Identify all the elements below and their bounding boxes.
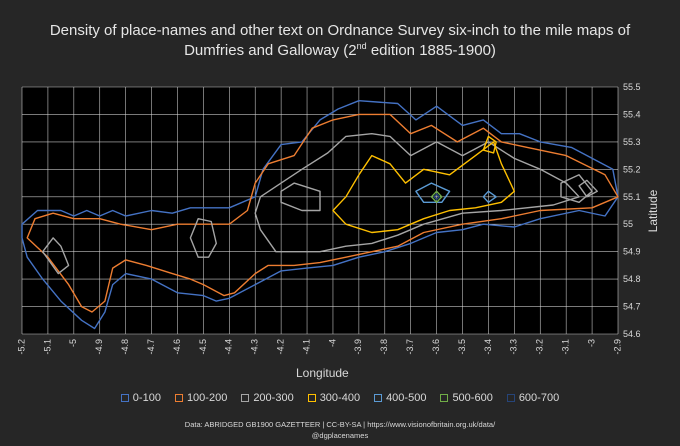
x-tick-label: -3.7 bbox=[405, 339, 415, 355]
contour-200-300 bbox=[578, 179, 598, 198]
contour-100-200 bbox=[26, 113, 619, 313]
contour-0-100 bbox=[21, 99, 619, 330]
x-tick-label: -5.1 bbox=[42, 339, 52, 355]
legend-label: 400-500 bbox=[386, 392, 427, 404]
legend-item: 500-600 bbox=[440, 392, 493, 404]
x-tick-label: -3.8 bbox=[379, 339, 389, 355]
legend-swatch bbox=[440, 394, 449, 402]
contour-600-700 bbox=[433, 193, 440, 201]
x-tick-label: -4.6 bbox=[172, 339, 182, 355]
legend-item: 200-300 bbox=[241, 392, 294, 404]
chart-title-line-1: Density of place-names and other text on… bbox=[49, 22, 631, 39]
x-tick-label: -4.5 bbox=[198, 339, 208, 355]
legend-label: 500-600 bbox=[452, 392, 493, 404]
x-tick-label: -4.8 bbox=[120, 339, 130, 355]
legend-swatch bbox=[307, 394, 316, 402]
legend-label: 100-200 bbox=[186, 392, 228, 404]
contour-200-300 bbox=[254, 132, 580, 253]
x-tick-label: -4.2 bbox=[276, 339, 286, 355]
x-tick-label: -3.3 bbox=[509, 339, 519, 355]
twitter-handle-footer: @dgplacenames bbox=[311, 431, 369, 440]
data-source-footer: Data: ABRIDGED GB1900 GAZETTEER | CC-BY-… bbox=[184, 420, 496, 429]
legend-item: 400-500 bbox=[374, 392, 426, 404]
contour-200-300 bbox=[280, 182, 321, 212]
contour-lines bbox=[21, 99, 619, 330]
legend-item: 600-700 bbox=[506, 392, 560, 404]
legend-item: 100-200 bbox=[174, 392, 228, 404]
x-axis-ticks: -5.2 -5.1 -5 -4.9 -4.8 -4.7 -4.6 -4.5 -4.4 -4.3 -4… bbox=[16, 339, 622, 355]
contour-200-300 bbox=[189, 217, 218, 258]
x-tick-label: -5 bbox=[68, 339, 78, 347]
y-tick-label: 55.5 bbox=[623, 82, 641, 92]
y-tick-label: 54.9 bbox=[623, 247, 641, 257]
legend-swatch bbox=[174, 394, 183, 402]
x-tick-label: -3.5 bbox=[457, 339, 467, 355]
x-tick-label: -3.1 bbox=[561, 339, 571, 355]
y-tick-label: 54.7 bbox=[623, 302, 641, 312]
contour-200-300 bbox=[560, 174, 593, 204]
x-tick-label: -2.9 bbox=[612, 339, 622, 355]
x-tick-label: -4.7 bbox=[146, 339, 156, 355]
y-axis-ticks: 55.5 55.4 55.3 55.2 55.1 55 54.9 54.8 54.7 54.6 bbox=[623, 82, 641, 339]
legend-label: 0-100 bbox=[132, 392, 161, 404]
x-tick-label: -3.4 bbox=[483, 339, 493, 355]
legend-item: 300-400 bbox=[307, 392, 361, 404]
y-tick-label: 55.3 bbox=[623, 137, 641, 147]
legend-swatch bbox=[120, 394, 129, 402]
legend-label: 600-700 bbox=[518, 392, 560, 404]
y-axis-label: Latitude bbox=[646, 189, 660, 232]
legend-label: 200-300 bbox=[253, 392, 294, 404]
y-tick-label: 55.4 bbox=[623, 109, 641, 119]
x-tick-label: -3 bbox=[586, 339, 596, 347]
y-tick-label: 54.6 bbox=[623, 329, 641, 339]
x-tick-label: -4.4 bbox=[224, 339, 234, 355]
y-tick-label: 55.1 bbox=[623, 192, 641, 202]
y-tick-label: 55.2 bbox=[623, 164, 641, 174]
legend-label: 300-400 bbox=[319, 392, 361, 404]
legend: 0-100 100-200 200-300 300-400 400-500 500-600… bbox=[0, 392, 680, 404]
x-tick-label: -3.6 bbox=[431, 339, 441, 355]
contour-400-500 bbox=[482, 190, 497, 204]
legend-item: 0-100 bbox=[120, 392, 161, 404]
x-tick-label: -4.1 bbox=[301, 339, 311, 355]
contour-300-400 bbox=[332, 141, 515, 234]
legend-swatch bbox=[241, 394, 250, 402]
y-tick-label: 54.8 bbox=[623, 274, 641, 284]
legend-swatch bbox=[374, 394, 383, 402]
contour-200-300 bbox=[42, 237, 70, 275]
legend-swatch bbox=[506, 394, 515, 402]
x-tick-label: -5.2 bbox=[16, 339, 26, 355]
x-axis-label: Longitude bbox=[296, 366, 349, 380]
contour-400-500 bbox=[415, 182, 451, 204]
chart-title-line-2: Dumfries and Galloway (2nd edition 1885-… bbox=[184, 41, 496, 59]
contour-300-400 bbox=[482, 135, 497, 154]
y-tick-label: 55 bbox=[623, 219, 633, 229]
x-tick-label: -4.3 bbox=[250, 339, 260, 355]
x-tick-label: -4.9 bbox=[94, 339, 104, 355]
x-tick-label: -3.2 bbox=[535, 339, 545, 355]
x-tick-label: -4 bbox=[327, 339, 337, 347]
x-tick-label: -3.9 bbox=[353, 339, 363, 355]
contour-500-600 bbox=[430, 190, 443, 204]
